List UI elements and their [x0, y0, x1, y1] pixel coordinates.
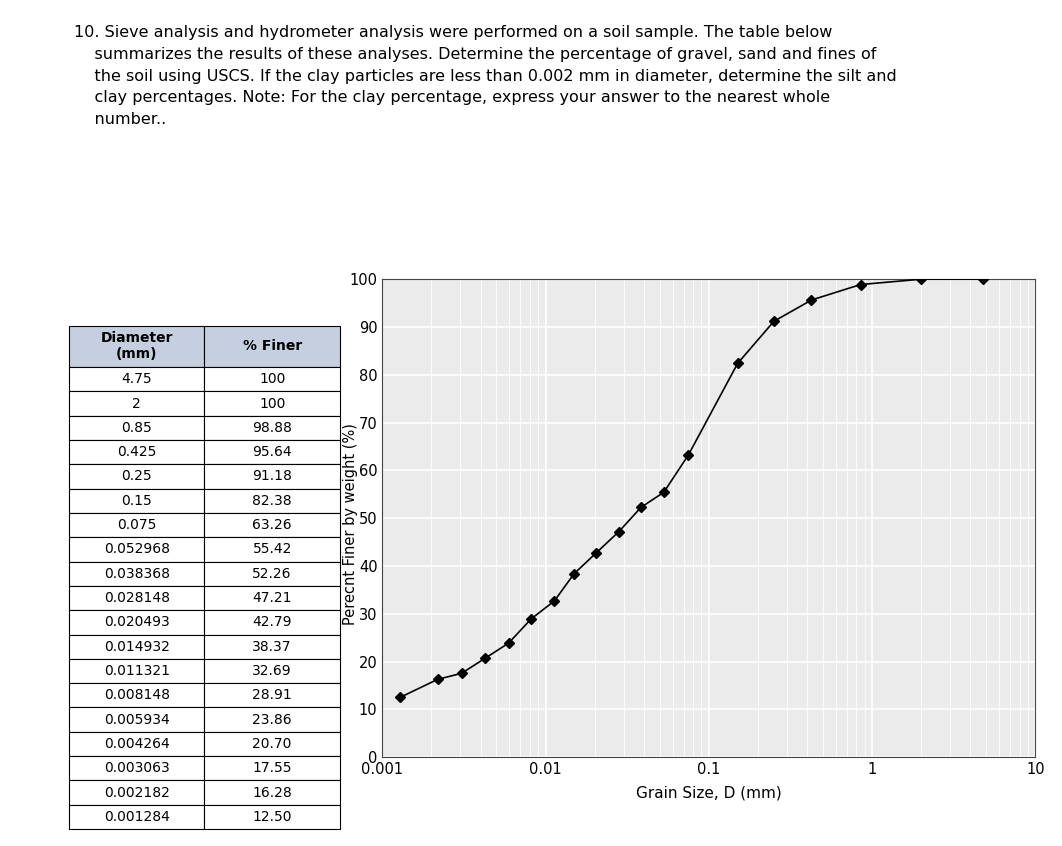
Text: 10. Sieve analysis and hydrometer analysis were performed on a soil sample. The : 10. Sieve analysis and hydrometer analys… [74, 25, 897, 127]
X-axis label: Grain Size, D (mm): Grain Size, D (mm) [636, 785, 782, 800]
Text: Perecnt Finer by weight (%): Perecnt Finer by weight (%) [343, 424, 358, 625]
